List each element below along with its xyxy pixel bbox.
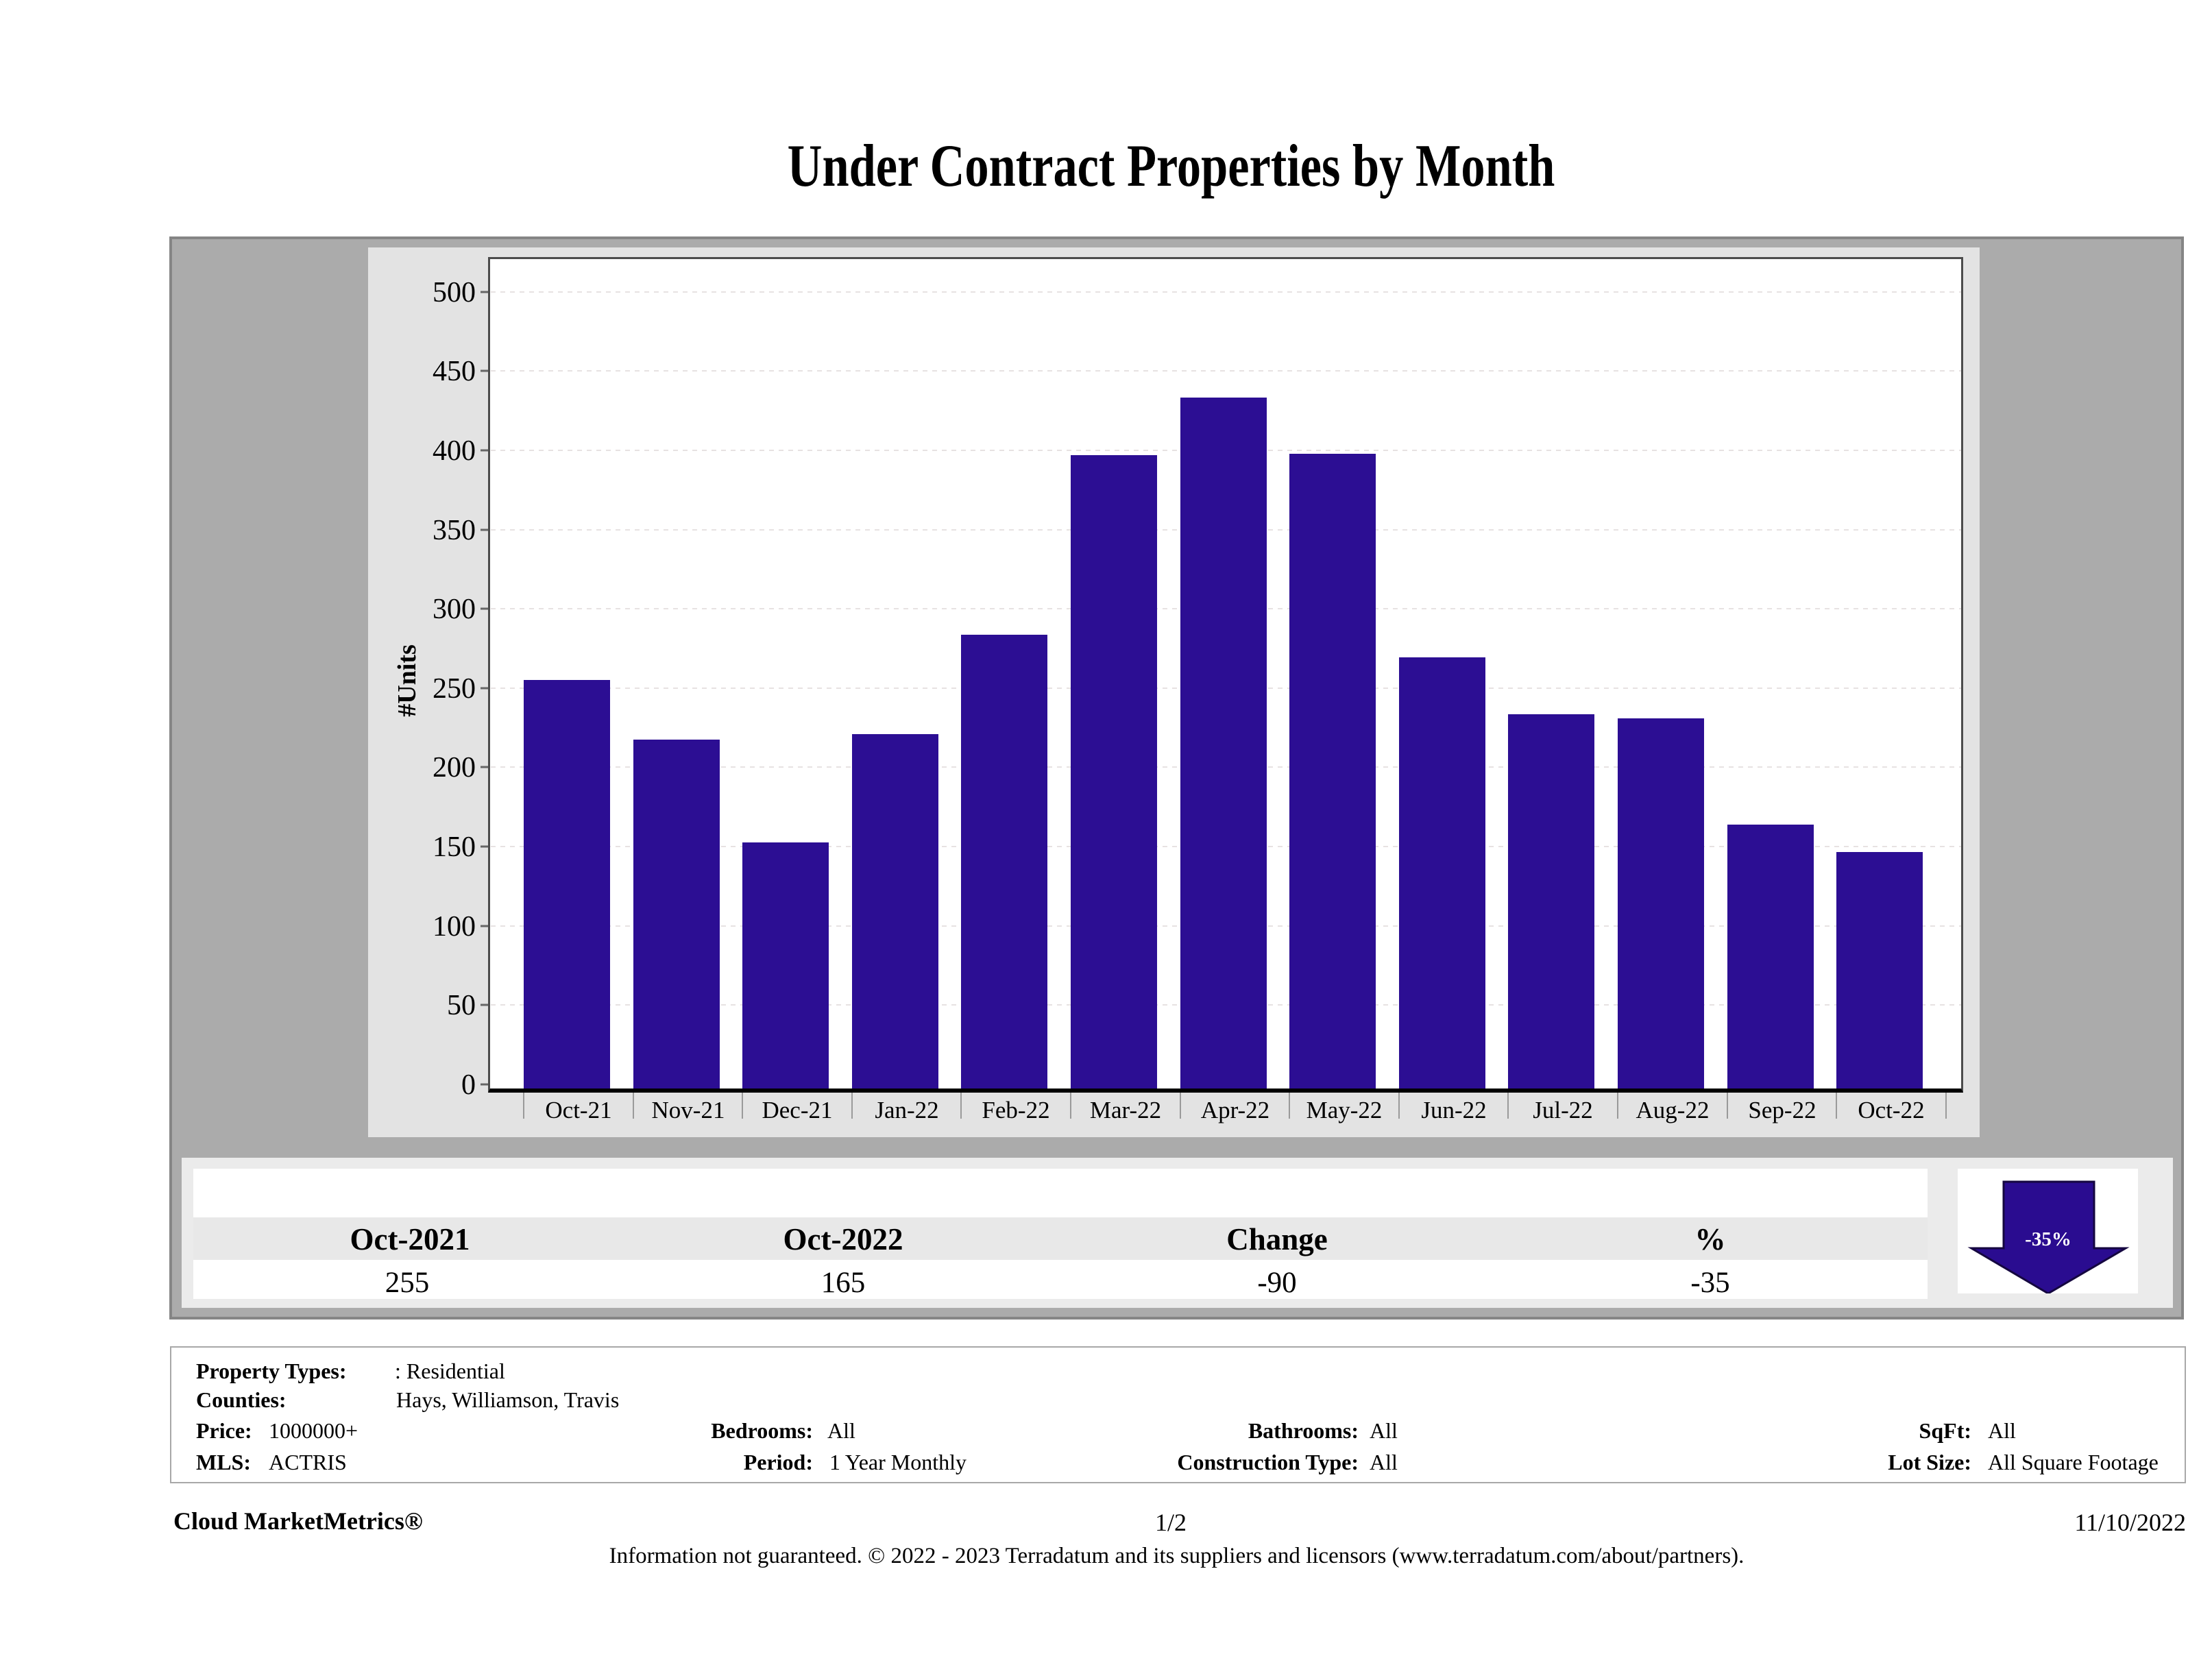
svg-text:-35%: -35% <box>2025 1228 2071 1250</box>
